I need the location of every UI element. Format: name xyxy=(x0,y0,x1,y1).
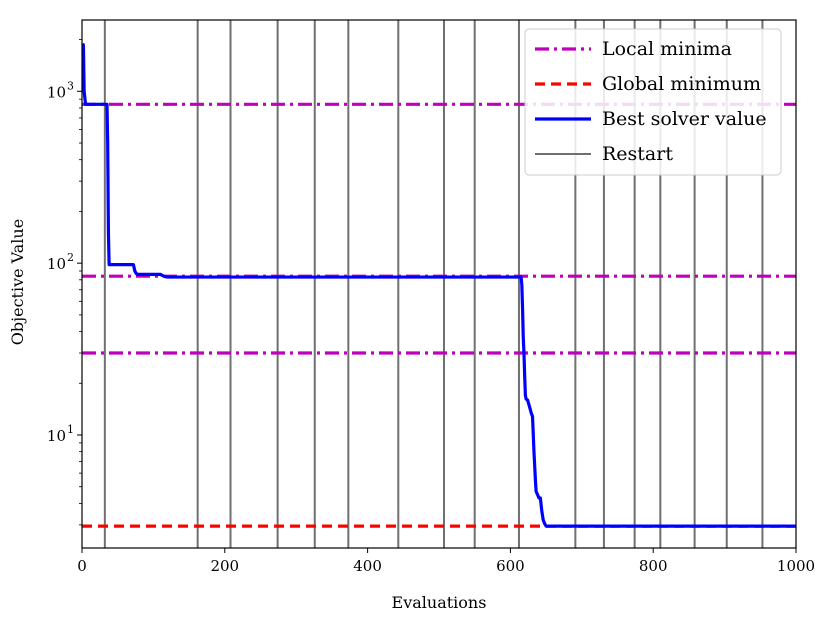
legend-box xyxy=(524,28,782,176)
legend-label: Restart xyxy=(602,143,673,165)
x-tick-label: 600 xyxy=(496,557,525,575)
y-tick-label: 10 xyxy=(47,427,66,445)
best-solver-value-line xyxy=(81,42,796,528)
x-tick-label: 1000 xyxy=(777,557,815,575)
y-tick-exponent: 2 xyxy=(67,251,74,264)
y-tick-label: 10 xyxy=(47,83,66,101)
legend-label: Best solver value xyxy=(602,108,767,130)
x-axis-title: Evaluations xyxy=(392,593,487,612)
y-tick-exponent: 1 xyxy=(67,423,74,436)
plot-frame xyxy=(81,19,797,549)
x-tick-label: 400 xyxy=(353,557,382,575)
legend-label: Global minimum xyxy=(602,73,761,95)
x-tick-label: 200 xyxy=(210,557,239,575)
y-axis-title: Objective Value xyxy=(8,219,27,345)
x-tick-label: 0 xyxy=(77,557,87,575)
y-tick-exponent: 3 xyxy=(67,79,74,92)
y-tick-label: 10 xyxy=(47,255,66,273)
legend: Local minima Global minimum Best solver va… xyxy=(524,28,782,176)
x-tick-label: 800 xyxy=(639,557,668,575)
legend-label: Local minima xyxy=(602,38,732,60)
